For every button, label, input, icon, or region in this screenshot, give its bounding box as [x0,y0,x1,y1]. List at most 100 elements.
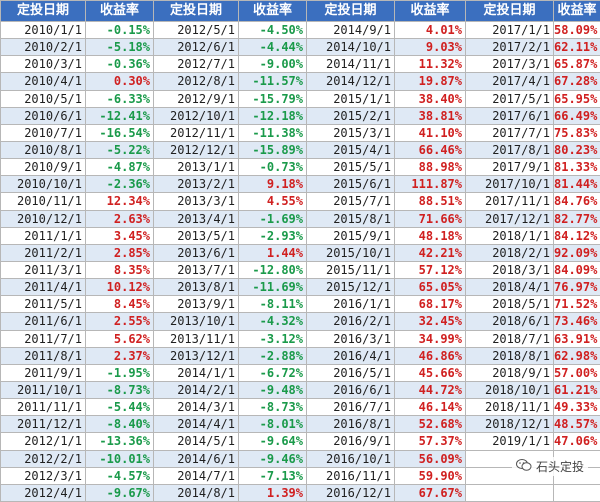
return-cell: 19.87% [394,72,466,91]
date-cell: 2017/3/1 [465,55,554,74]
date-cell: 2018/12/1 [465,415,554,434]
return-cell: -16.54% [85,123,154,142]
return-cell [553,483,600,502]
return-cell: 88.51% [394,192,466,211]
date-cell: 2015/9/1 [306,226,395,245]
date-cell: 2017/9/1 [465,158,554,177]
table-row: 2010/7/1 -16.54% 2012/11/1 -11.38% 2015/3/1 4… [0,123,600,142]
table-row: 2010/6/1 -12.41% 2012/10/1 -12.18% 2015/2/1 3… [0,106,600,125]
return-cell: 32.45% [394,312,466,331]
date-cell: 2013/3/1 [153,192,239,211]
table-row: 2011/3/1 8.35% 2013/7/1 -12.80% 2015/11/1 57.… [0,260,600,280]
header-return-4: 收益率 [553,0,600,22]
table-row: 2011/9/1 -1.95% 2014/1/1 -6.72% 2016/5/1 45.6… [0,363,600,382]
table-row: 2012/3/1 -4.57% 2014/7/1 -7.13% 2016/11/1 59.… [0,466,600,485]
date-cell: 2013/8/1 [153,278,239,297]
return-cell: 71.52% [553,295,600,314]
return-cell: 48.57% [553,415,600,434]
date-cell: 2012/11/1 [153,123,239,142]
return-cell: -4.32% [238,312,307,331]
header-date-1: 定投日期 [0,0,86,22]
date-cell: 2013/1/1 [153,158,239,177]
return-cell: -15.89% [238,140,307,160]
return-cell: 38.81% [394,106,466,125]
return-cell: -10.01% [85,449,154,468]
table-row: 2010/10/1 -2.36% 2013/2/1 9.18% 2015/6/1 111.… [0,175,600,194]
date-cell: 2016/8/1 [306,415,395,434]
date-cell: 2018/6/1 [465,312,554,331]
date-cell: 2013/7/1 [153,260,239,280]
return-cell: -6.33% [85,89,154,108]
date-cell: 2014/3/1 [153,398,239,417]
return-cell: 65.05% [394,278,466,297]
date-cell: 2012/9/1 [153,89,239,108]
header-return-1: 收益率 [85,0,154,22]
return-cell: 67.28% [553,72,600,91]
date-cell: 2011/7/1 [0,329,86,348]
date-cell: 2016/4/1 [306,346,395,365]
wechat-icon [515,458,532,475]
date-cell: 2010/5/1 [0,89,86,108]
date-cell: 2013/2/1 [153,175,239,194]
return-cell: -8.73% [85,380,154,400]
return-cell: -9.00% [238,55,307,74]
date-cell: 2018/5/1 [465,295,554,314]
date-cell: 2018/7/1 [465,329,554,348]
date-cell: 2013/9/1 [153,295,239,314]
return-cell: 49.33% [553,398,600,417]
return-cell: 4.55% [238,192,307,211]
date-cell: 2013/6/1 [153,243,239,262]
date-cell: 2016/5/1 [306,363,395,382]
return-cell: 12.34% [85,192,154,211]
header-row: 定投日期 收益率 定投日期 收益率 定投日期 收益率 定投日期 收益率 [0,0,600,22]
return-cell: 62.11% [553,38,600,57]
return-cell: 8.35% [85,260,154,280]
date-cell: 2010/2/1 [0,38,86,57]
return-cell: -9.48% [238,380,307,400]
return-cell: 46.14% [394,398,466,417]
date-cell: 2015/8/1 [306,209,395,228]
date-cell: 2012/2/1 [0,449,86,468]
return-cell: 58.09% [553,20,600,40]
return-cell: -2.88% [238,346,307,365]
date-cell: 2014/6/1 [153,449,239,468]
return-cell: -4.57% [85,466,154,485]
return-cell: 2.37% [85,346,154,365]
date-cell: 2014/8/1 [153,483,239,502]
date-cell: 2014/9/1 [306,20,395,40]
return-cell: 84.12% [553,226,600,245]
table-row: 2012/1/1 -13.36% 2014/5/1 -9.64% 2016/9/1 57.… [0,432,600,451]
return-cell: 11.32% [394,55,466,74]
return-cell: -11.38% [238,123,307,142]
return-cell: 92.09% [553,243,600,262]
return-cell: 65.87% [553,55,600,74]
date-cell: 2011/12/1 [0,415,86,434]
date-cell: 2016/12/1 [306,483,395,502]
return-cell: 9.18% [238,175,307,194]
date-cell: 2010/10/1 [0,175,86,194]
date-cell: 2015/10/1 [306,243,395,262]
return-cell: -0.15% [85,20,154,40]
date-cell: 2012/10/1 [153,106,239,125]
return-cell: 63.91% [553,329,600,348]
watermark-text: 石头定投 [535,460,584,474]
return-cell: 2.85% [85,243,154,262]
table-row: 2011/5/1 8.45% 2013/9/1 -8.11% 2016/1/1 68.17… [0,295,600,314]
return-cell: 71.66% [394,209,466,228]
return-cell: -1.69% [238,209,307,228]
return-cell: 42.21% [394,243,466,262]
date-cell: 2010/4/1 [0,72,86,91]
date-cell: 2014/4/1 [153,415,239,434]
date-cell: 2014/7/1 [153,466,239,485]
date-cell: 2017/8/1 [465,140,554,160]
date-cell: 2015/3/1 [306,123,395,142]
return-cell: -12.41% [85,106,154,125]
return-cell: -2.93% [238,226,307,245]
table-row: 2011/8/1 2.37% 2013/12/1 -2.88% 2016/4/1 46.8… [0,346,600,365]
date-cell: 2018/3/1 [465,260,554,280]
return-cell: -1.95% [85,363,154,382]
return-cell: 88.98% [394,158,466,177]
return-cell: -3.12% [238,329,307,348]
header-return-3: 收益率 [394,0,466,22]
return-cell: 61.21% [553,380,600,400]
